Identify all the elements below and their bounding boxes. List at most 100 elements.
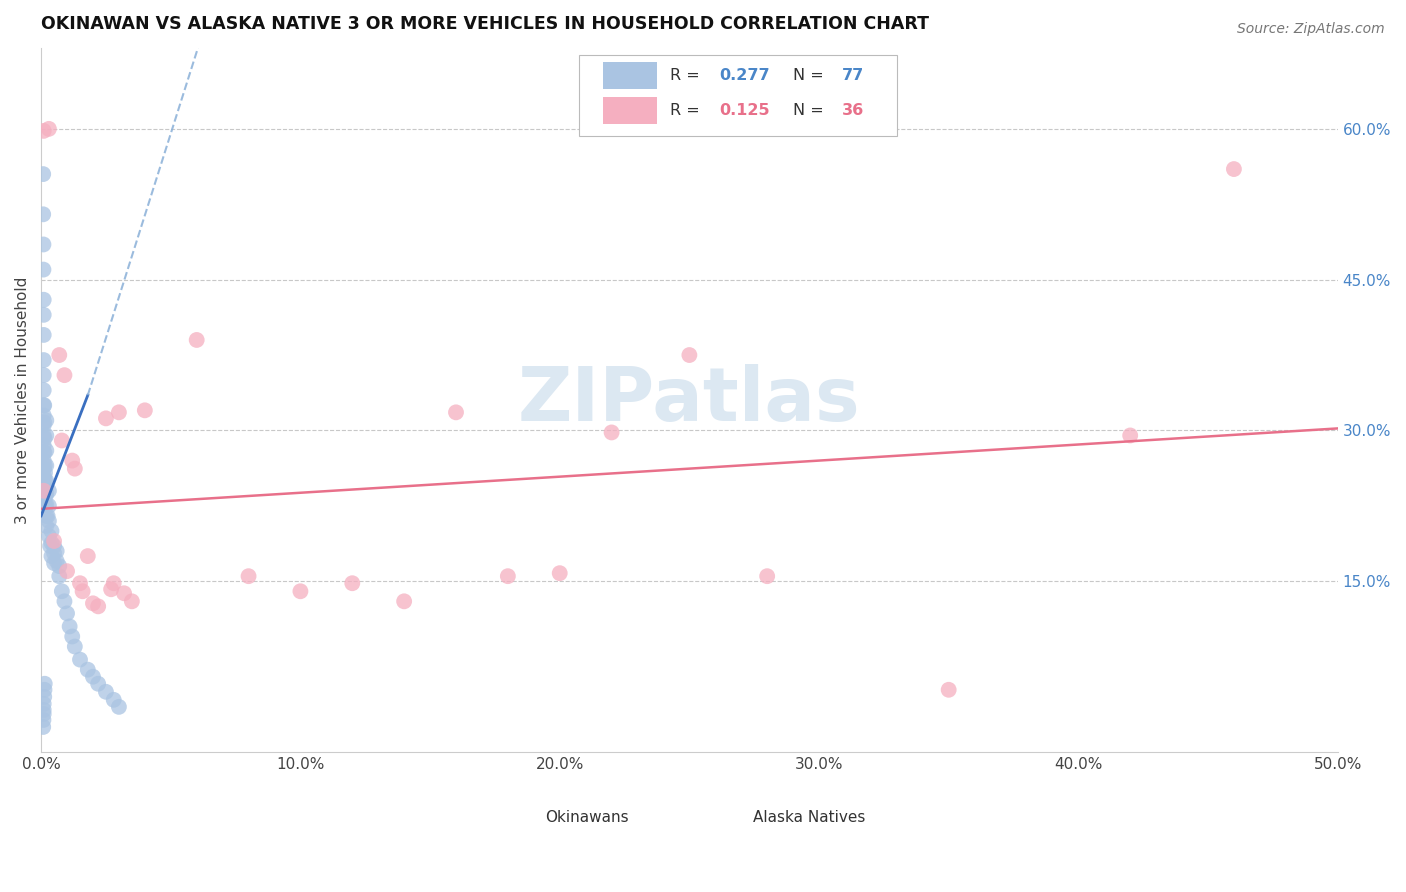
Point bbox=[938, 682, 960, 697]
Point bbox=[32, 418, 55, 433]
Point bbox=[108, 405, 131, 419]
Point bbox=[548, 566, 571, 581]
Point bbox=[60, 630, 83, 644]
Point bbox=[32, 409, 55, 423]
Point bbox=[35, 489, 58, 503]
Point bbox=[32, 383, 55, 397]
Point bbox=[100, 582, 122, 597]
Point bbox=[69, 652, 91, 666]
Bar bbox=[709, 807, 748, 828]
Text: Source: ZipAtlas.com: Source: ZipAtlas.com bbox=[1237, 22, 1385, 37]
Point bbox=[34, 458, 56, 473]
Point bbox=[32, 483, 55, 498]
Point bbox=[32, 461, 55, 475]
Point bbox=[38, 483, 60, 498]
Text: R =: R = bbox=[669, 68, 704, 83]
Text: 36: 36 bbox=[842, 103, 865, 118]
Point bbox=[32, 706, 55, 721]
Point bbox=[32, 262, 55, 277]
Point bbox=[48, 348, 70, 362]
Point bbox=[94, 411, 117, 425]
Point bbox=[63, 461, 86, 475]
Point bbox=[32, 398, 55, 412]
Point bbox=[45, 544, 67, 558]
Point bbox=[103, 576, 125, 591]
Point bbox=[87, 677, 110, 691]
Point bbox=[34, 432, 56, 446]
Point bbox=[35, 443, 58, 458]
Point bbox=[32, 237, 55, 252]
Point bbox=[38, 529, 60, 543]
Point bbox=[1119, 428, 1142, 442]
Point bbox=[134, 403, 156, 417]
Point bbox=[42, 546, 65, 560]
Point bbox=[32, 167, 55, 181]
Point bbox=[186, 333, 208, 347]
Point bbox=[37, 508, 59, 523]
Point bbox=[32, 416, 55, 430]
Point bbox=[94, 685, 117, 699]
Text: Alaska Natives: Alaska Natives bbox=[752, 810, 865, 825]
Point bbox=[39, 539, 62, 553]
Point bbox=[48, 569, 70, 583]
Point bbox=[56, 607, 79, 621]
Point bbox=[35, 485, 58, 500]
Point bbox=[60, 453, 83, 467]
Bar bbox=[603, 62, 657, 88]
Point bbox=[35, 474, 58, 488]
Point bbox=[35, 428, 58, 442]
Text: OKINAWAN VS ALASKA NATIVE 3 OR MORE VEHICLES IN HOUSEHOLD CORRELATION CHART: OKINAWAN VS ALASKA NATIVE 3 OR MORE VEHI… bbox=[41, 15, 929, 33]
Point bbox=[1223, 162, 1246, 177]
Point bbox=[32, 690, 55, 704]
Point bbox=[34, 682, 56, 697]
Point bbox=[32, 438, 55, 452]
Point bbox=[32, 713, 55, 727]
Point bbox=[392, 594, 415, 608]
Point bbox=[32, 368, 55, 383]
Text: 0.125: 0.125 bbox=[720, 103, 770, 118]
Point bbox=[35, 508, 58, 523]
Bar bbox=[579, 55, 897, 136]
Point bbox=[87, 599, 110, 614]
Point bbox=[32, 468, 55, 483]
Point bbox=[82, 596, 104, 610]
Point bbox=[72, 584, 94, 599]
Point bbox=[32, 428, 55, 442]
Point bbox=[32, 124, 55, 138]
Point bbox=[41, 524, 63, 538]
Point bbox=[32, 293, 55, 307]
Point bbox=[45, 554, 67, 568]
Point bbox=[41, 536, 63, 550]
Point bbox=[34, 445, 56, 459]
Point bbox=[42, 556, 65, 570]
Point bbox=[35, 519, 58, 533]
Point bbox=[42, 534, 65, 549]
Point bbox=[51, 434, 73, 448]
Point bbox=[32, 476, 55, 491]
Point bbox=[35, 498, 58, 512]
Point bbox=[32, 353, 55, 368]
Point bbox=[51, 584, 73, 599]
Point bbox=[38, 514, 60, 528]
Text: Okinawans: Okinawans bbox=[546, 810, 628, 825]
Point bbox=[48, 559, 70, 574]
Point bbox=[34, 498, 56, 512]
Point bbox=[32, 327, 55, 342]
Point bbox=[600, 425, 623, 440]
Point bbox=[34, 489, 56, 503]
Point bbox=[678, 348, 700, 362]
Point bbox=[76, 663, 98, 677]
Point bbox=[53, 594, 76, 608]
Point bbox=[342, 576, 364, 591]
Point bbox=[112, 586, 135, 600]
Point bbox=[35, 413, 58, 427]
Point bbox=[32, 445, 55, 459]
Point bbox=[32, 308, 55, 322]
Text: 0.277: 0.277 bbox=[720, 68, 770, 83]
Point bbox=[34, 677, 56, 691]
Point bbox=[496, 569, 519, 583]
Y-axis label: 3 or more Vehicles in Household: 3 or more Vehicles in Household bbox=[15, 277, 30, 524]
Text: 77: 77 bbox=[842, 68, 865, 83]
Point bbox=[56, 564, 79, 578]
Point bbox=[238, 569, 260, 583]
